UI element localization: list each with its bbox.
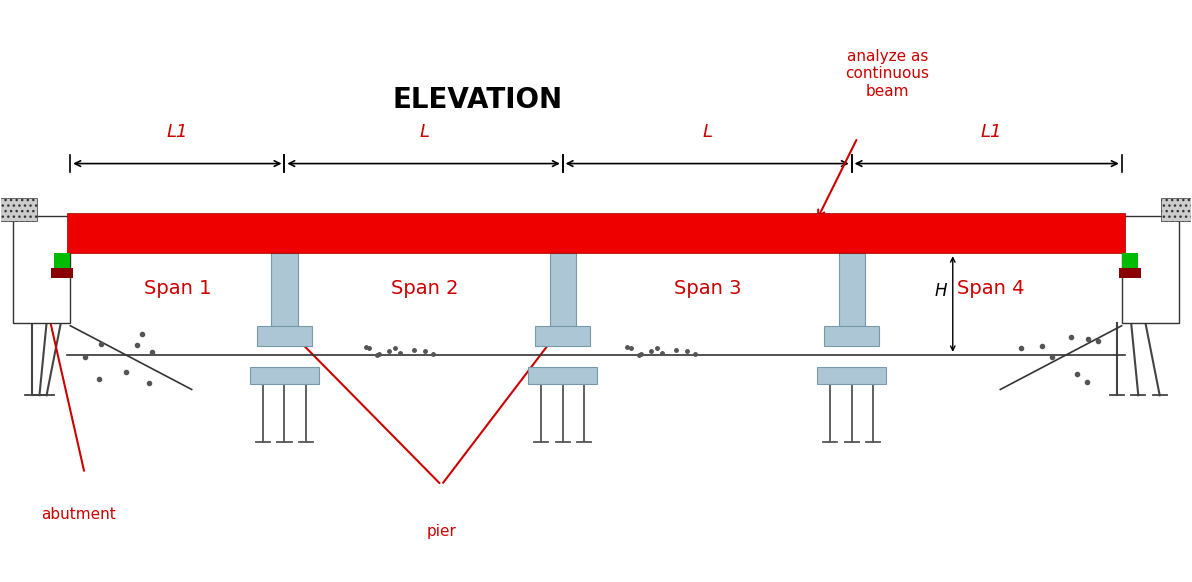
Text: L: L	[420, 123, 430, 141]
Bar	[13, 216, 70, 323]
Bar	[528, 367, 597, 384]
Text: Span 1: Span 1	[144, 279, 211, 297]
Text: L1: L1	[980, 123, 1001, 141]
Bar	[1122, 216, 1179, 323]
Bar	[818, 367, 886, 384]
Bar	[550, 253, 576, 326]
Bar	[839, 253, 864, 326]
Text: Span 4: Span 4	[957, 279, 1025, 297]
Bar	[825, 326, 879, 346]
Text: ELEVATION: ELEVATION	[392, 86, 563, 114]
Bar	[1119, 268, 1141, 278]
Text: pier: pier	[427, 524, 457, 539]
Bar	[257, 326, 312, 346]
Bar	[1161, 198, 1192, 222]
Bar	[67, 213, 1125, 253]
Bar	[54, 253, 70, 268]
Bar	[51, 268, 73, 278]
Text: L1: L1	[167, 123, 188, 141]
Text: Span 3: Span 3	[673, 279, 741, 297]
Text: H: H	[935, 282, 948, 300]
Bar	[1122, 253, 1138, 268]
Bar	[0, 198, 37, 222]
Text: L: L	[703, 123, 713, 141]
Bar	[250, 367, 319, 384]
Text: Span 2: Span 2	[391, 279, 459, 297]
Text: abutment: abutment	[42, 506, 116, 521]
Bar	[535, 326, 590, 346]
Text: analyze as
continuous
beam: analyze as continuous beam	[845, 49, 930, 99]
Bar	[272, 253, 298, 326]
